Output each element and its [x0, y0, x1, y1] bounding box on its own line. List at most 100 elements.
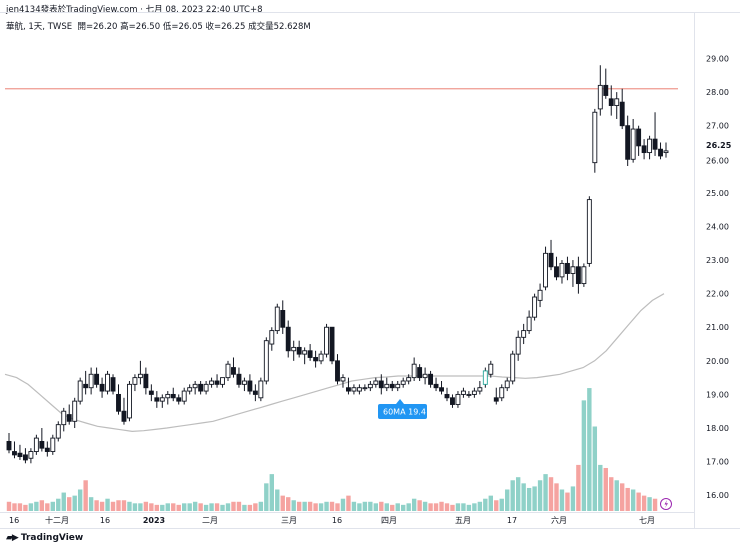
candle-body	[126, 383, 132, 419]
candle-body	[28, 451, 34, 459]
candle-body	[603, 84, 609, 96]
candle	[77, 377, 83, 405]
candle-body	[165, 393, 171, 399]
candle	[428, 370, 434, 388]
candle-body	[439, 387, 444, 392]
candle	[543, 246, 548, 291]
candle-body	[428, 373, 434, 385]
volume-bar	[264, 483, 269, 511]
volume-bar	[160, 504, 165, 511]
candle	[641, 139, 647, 160]
volume-bar	[45, 503, 50, 511]
volume-bar	[603, 467, 608, 511]
candle	[39, 428, 45, 452]
volume-bar	[28, 503, 34, 511]
volume-bar	[220, 504, 225, 511]
volume-bar	[242, 504, 247, 511]
candle	[291, 340, 297, 361]
time-tick-label: 二月	[202, 516, 218, 525]
volume-bar	[313, 503, 318, 511]
candle	[12, 441, 17, 459]
candle	[187, 384, 193, 395]
candle-body	[225, 363, 231, 379]
volume-bar	[554, 483, 559, 511]
candle	[137, 360, 143, 385]
candle-body	[258, 380, 264, 399]
volume-bar	[61, 492, 66, 511]
tradingview-logo[interactable]: ▰▶ TradingView	[6, 533, 83, 543]
candle-body	[488, 363, 494, 375]
candle-body	[335, 360, 340, 382]
time-tick-label: 17	[507, 516, 517, 525]
volume-bar	[401, 504, 406, 511]
candle	[110, 374, 116, 395]
candle-body	[105, 373, 111, 392]
candle-body	[302, 350, 308, 355]
candle	[214, 374, 220, 388]
candle	[99, 377, 105, 398]
symbol-info: 華航, 1天, TWSE 開=26.20 高=26.50 低=26.05 收=2…	[6, 20, 311, 32]
candle-body	[148, 390, 154, 395]
candle-body	[554, 266, 559, 278]
volume-bar	[99, 501, 105, 511]
time-tick-label: 五月	[455, 516, 471, 525]
volume-bar	[154, 504, 160, 511]
candle	[105, 370, 111, 395]
volume-bar	[165, 503, 170, 511]
candle-body	[159, 397, 165, 402]
volume-bar	[340, 498, 346, 511]
candle-body	[55, 424, 61, 439]
candle-body	[641, 145, 647, 154]
volume-bar	[296, 501, 302, 511]
candle	[362, 384, 368, 392]
candle-body	[592, 111, 598, 164]
candle	[433, 377, 439, 392]
volume-bar	[105, 498, 110, 511]
candle-body	[652, 138, 658, 150]
candle	[417, 364, 423, 381]
candle-body	[411, 363, 417, 379]
candle	[33, 434, 39, 455]
volume-bar	[198, 503, 203, 511]
candle-body	[351, 387, 357, 392]
time-tick-label: 七月	[639, 516, 655, 525]
candle	[340, 374, 346, 388]
volume-bar	[72, 495, 77, 511]
volume-bar	[203, 504, 209, 511]
volume-bar	[422, 501, 428, 511]
volume-bar	[652, 498, 658, 511]
candle	[28, 448, 34, 464]
candle	[318, 350, 324, 365]
volume-bar	[532, 486, 537, 511]
volume-bar	[346, 495, 351, 511]
candle	[307, 344, 313, 361]
candle-body	[181, 390, 187, 402]
volume-bar	[138, 503, 143, 511]
volume-bar	[110, 501, 116, 511]
candle	[176, 394, 182, 405]
candle-body	[110, 377, 116, 392]
candle-body	[433, 383, 439, 389]
candle-body	[88, 373, 94, 389]
price-tick-label: 27.00	[706, 122, 729, 131]
volume-bar	[88, 497, 94, 511]
price-tick-label: 21.00	[706, 323, 729, 332]
candle	[411, 357, 417, 381]
candle-body	[50, 437, 56, 452]
volume-bar	[187, 503, 192, 511]
volume-bar	[488, 495, 493, 511]
candle	[252, 384, 258, 402]
volume-bar	[483, 498, 488, 511]
candle-body	[521, 330, 527, 338]
volume-bar	[176, 504, 181, 511]
volume-bar	[258, 501, 264, 511]
volume-bar	[247, 504, 253, 511]
candle	[61, 407, 67, 432]
price-tick-label: 18.00	[706, 424, 729, 433]
volume-bar	[56, 498, 61, 511]
candle-body	[170, 393, 176, 399]
candle	[581, 263, 587, 287]
volume-bar	[647, 497, 652, 511]
candle-body	[466, 393, 472, 396]
